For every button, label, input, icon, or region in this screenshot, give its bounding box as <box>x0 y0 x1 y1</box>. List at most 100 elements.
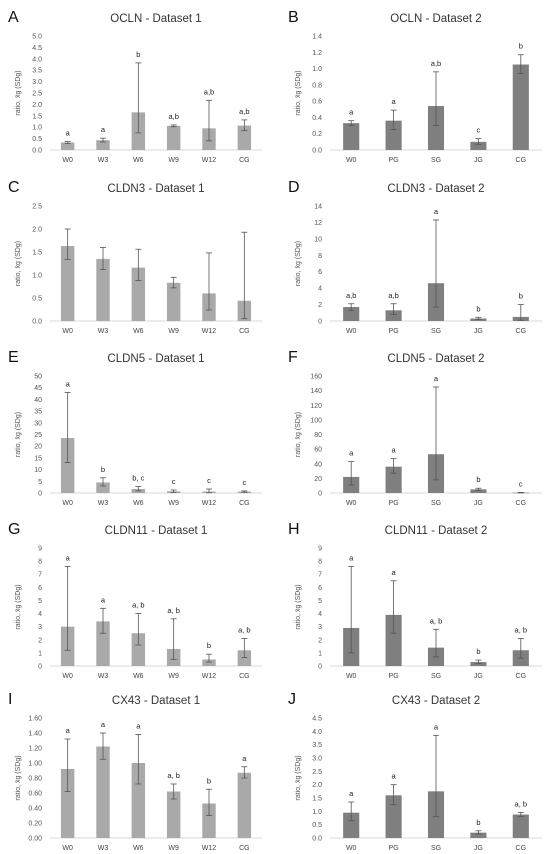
significance-label: b, c <box>132 473 144 482</box>
y-tick-label: 0.8 <box>312 82 322 89</box>
bar-cg <box>512 64 529 150</box>
y-axis-label: ratio, x̄g (SDg) <box>295 755 302 800</box>
y-tick-label: 2.5 <box>32 91 42 98</box>
x-tick-label: W12 <box>202 845 217 852</box>
panel-letter: E <box>8 349 19 366</box>
y-axis-label: ratio, x̄g (SDg) <box>15 755 22 800</box>
x-tick-label: W0 <box>346 328 357 335</box>
x-tick-label: W12 <box>202 157 217 164</box>
x-tick-label: CG <box>239 673 250 680</box>
significance-label: a,b <box>239 107 249 116</box>
x-tick-label: W9 <box>168 845 179 852</box>
chart-title: CX43 - Dataset 2 <box>392 695 480 707</box>
significance-label: c <box>207 476 211 485</box>
y-tick-label: 0.2 <box>312 131 322 138</box>
significance-label: a, b <box>430 616 443 625</box>
y-tick-label: 1.5 <box>32 113 42 120</box>
chart-title: CLDN3 - Dataset 2 <box>387 183 484 195</box>
x-tick-label: CG <box>516 328 527 335</box>
y-tick-label: 0.20 <box>28 821 42 828</box>
bar-cg <box>237 125 252 150</box>
bar-w3 <box>96 258 110 321</box>
bar-w12 <box>202 803 216 838</box>
x-tick-label: W0 <box>346 500 357 507</box>
y-tick-label: 2.0 <box>32 227 42 234</box>
y-tick-label: 6 <box>318 585 322 592</box>
significance-label: a <box>349 553 354 562</box>
y-tick-label: 4 <box>318 611 322 618</box>
bar-cg <box>237 772 252 838</box>
bar-jg <box>470 318 487 321</box>
x-tick-label: PG <box>389 500 399 507</box>
chart-panel-d: D CLDN3 - Dataset 2 0 2 4 6 8 10 12 14 ratio, x̄g … <box>288 179 542 335</box>
bar-jg <box>470 662 487 666</box>
y-tick-label: 9 <box>318 546 322 553</box>
chart-panel-a: A OCLN - Dataset 1 0.0 0.5 1.0 1.5 2.0 2.5 3.0 3.… <box>8 9 262 164</box>
bar-w3 <box>96 621 110 666</box>
y-tick-label: 6 <box>318 269 322 276</box>
y-tick-label: 50 <box>34 374 42 381</box>
x-tick-label: W9 <box>168 328 179 335</box>
y-tick-label: 3.5 <box>312 742 322 749</box>
x-tick-label: W0 <box>62 845 73 852</box>
significance-label: c <box>477 126 481 135</box>
significance-label: a <box>242 754 247 763</box>
significance-label: a <box>434 374 439 383</box>
panel-letter: D <box>288 179 300 196</box>
bar-w6 <box>131 267 146 321</box>
y-tick-label: 1.20 <box>28 746 42 753</box>
bar-sg <box>427 106 445 150</box>
y-axis-label: ratio, x̄g (SDg) <box>15 70 22 115</box>
x-tick-label: PG <box>389 673 399 680</box>
y-tick-label: 4.0 <box>32 56 42 63</box>
x-tick-label: W12 <box>202 500 217 507</box>
bar-w6 <box>131 763 146 838</box>
x-tick-label: SG <box>431 157 441 164</box>
x-tick-label: W0 <box>346 673 357 680</box>
x-tick-label: W0 <box>62 328 73 335</box>
y-tick-label: 4.5 <box>32 45 42 52</box>
x-tick-label: W12 <box>202 673 217 680</box>
chart-title: CLDN5 - Dataset 2 <box>387 353 484 365</box>
significance-label: a <box>349 108 354 117</box>
significance-label: a,b <box>204 87 214 96</box>
chart-panel-g: G CLDN11 - Dataset 1 0 1 2 3 4 5 6 7 8 9 ratio, x̄g … <box>8 521 262 680</box>
y-tick-label: 1.5 <box>312 796 322 803</box>
y-tick-label: 2.0 <box>312 782 322 789</box>
bar-w0 <box>343 307 360 321</box>
bar-jg <box>470 832 487 838</box>
y-tick-label: 7 <box>38 572 42 579</box>
y-tick-label: 2.5 <box>312 769 322 776</box>
significance-label: a <box>392 568 397 577</box>
bar-jg <box>470 489 487 493</box>
panel-letter: A <box>8 9 19 26</box>
y-tick-label: 0.0 <box>32 148 42 155</box>
y-tick-label: 140 <box>310 388 322 395</box>
bar-w0 <box>60 142 75 150</box>
bar-w0 <box>60 769 75 838</box>
significance-label: a, b <box>238 625 251 634</box>
chart-title: CLDN3 - Dataset 1 <box>107 183 204 195</box>
significance-label: a <box>101 125 106 134</box>
chart-panel-b: B OCLN - Dataset 2 0.0 0.2 0.4 0.6 0.8 1.0 1.2 1.… <box>288 9 542 164</box>
significance-label: a,b <box>388 291 398 300</box>
x-tick-label: W0 <box>62 500 73 507</box>
significance-label: b <box>207 776 211 785</box>
y-tick-label: 0.80 <box>28 776 42 783</box>
x-tick-label: SG <box>431 328 441 335</box>
y-tick-label: 0.5 <box>32 136 42 143</box>
bar-w12 <box>202 659 216 666</box>
chart-title: CLDN11 - Dataset 1 <box>105 525 208 537</box>
y-tick-label: 0.60 <box>28 791 42 798</box>
y-tick-label: 0.40 <box>28 806 42 813</box>
significance-label: a,b <box>431 59 441 68</box>
y-tick-label: 2 <box>318 637 322 644</box>
y-tick-label: 30 <box>34 420 42 427</box>
y-tick-label: 8 <box>318 559 322 566</box>
bar-pg <box>385 120 402 150</box>
x-tick-label: W6 <box>133 328 144 335</box>
significance-label: b <box>519 292 523 301</box>
y-tick-label: 12 <box>314 220 322 227</box>
y-axis-label: ratio, x̄g (SDg) <box>295 241 302 286</box>
